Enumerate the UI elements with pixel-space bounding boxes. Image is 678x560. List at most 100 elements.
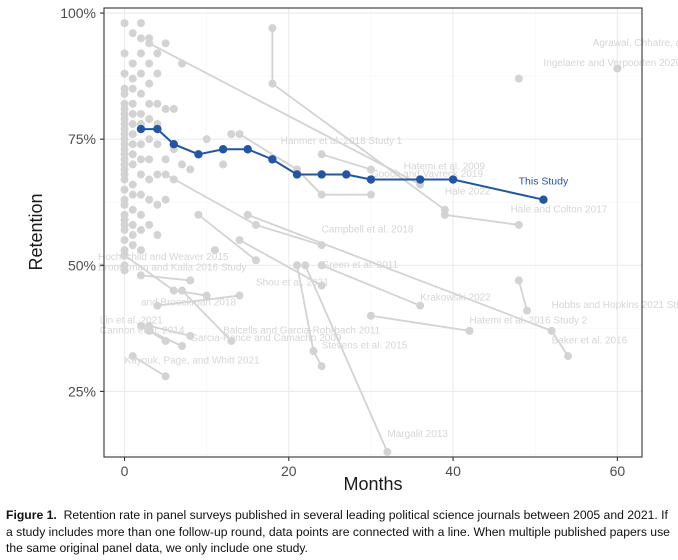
this-study-point: [194, 150, 203, 159]
scatter-point: [161, 39, 170, 48]
scatter-point: [136, 225, 145, 234]
scatter-point: [128, 190, 137, 199]
study-point: [161, 372, 170, 381]
study-point: [186, 331, 195, 340]
study-point: [416, 301, 425, 310]
scatter-point: [219, 160, 228, 169]
study-point: [136, 271, 145, 280]
scatter-point: [145, 135, 154, 144]
figure-caption: Figure 1. Retention rate in panel survey…: [6, 507, 672, 557]
study-label: Krakowski 2022: [420, 293, 491, 304]
study-point: [161, 170, 170, 179]
scatter-point: [120, 19, 129, 28]
study-point: [366, 190, 375, 199]
scatter-point: [136, 190, 145, 199]
scatter-point: [136, 155, 145, 164]
study-line: [370, 314, 470, 332]
scatter-point: [178, 59, 187, 68]
scatter-point: [145, 99, 154, 108]
scatter-point: [136, 19, 145, 28]
scatter-point: [120, 175, 129, 184]
study-point: [613, 64, 622, 73]
scatter-point: [153, 99, 162, 108]
study-point: [317, 362, 326, 371]
x-axis-title: Months: [343, 474, 402, 494]
study-point: [383, 447, 392, 456]
study-point: [235, 130, 244, 139]
study-point: [235, 291, 244, 300]
scatter-point: [145, 155, 154, 164]
scatter-point: [161, 155, 170, 164]
study-labels: Agrawal, Chhatre, and Ingelaere and Verpo…: [98, 38, 678, 440]
scatter-point: [145, 195, 154, 204]
study-label: Ingelaere and Verpoorten 2020: [543, 58, 678, 69]
this-study-point: [342, 170, 351, 179]
study-point: [136, 321, 145, 330]
scatter-point: [202, 135, 211, 144]
study-line: [321, 153, 372, 171]
scatter-point: [178, 160, 187, 169]
study-label: and Broockman 2018: [141, 298, 237, 309]
scatter-point: [128, 74, 137, 83]
scatter-point: [136, 170, 145, 179]
scatter-point: [128, 29, 137, 38]
scatter-point: [153, 231, 162, 240]
retention-chart: Agrawal, Chhatre, and Ingelaere and Verpo…: [26, 5, 678, 494]
study-label: Hale and Colton 2017: [511, 204, 608, 215]
study-point: [227, 336, 236, 345]
study-point: [235, 236, 244, 245]
study-label: Garcia-Ponce and Camacho 2009: [190, 333, 342, 344]
axis-ticks: 0 20 40 60 25% 50% 75% 100%: [60, 5, 625, 479]
scatter-point: [128, 109, 137, 118]
scatter-point: [153, 140, 162, 149]
scatter-point: [128, 241, 137, 250]
scatter-point: [128, 231, 137, 240]
this-study-label: This Study: [519, 176, 569, 188]
study-point: [251, 220, 260, 229]
x-tick-label: 60: [610, 463, 626, 479]
study-point: [178, 286, 187, 295]
scatter-point: [128, 180, 137, 189]
this-study-point: [268, 155, 277, 164]
study-point: [169, 286, 178, 295]
scatter-point: [136, 246, 145, 255]
study-points: [120, 19, 236, 275]
study-point: [465, 326, 474, 335]
study-point: [293, 261, 302, 270]
study-line: [197, 214, 257, 261]
scatter-point: [136, 49, 145, 58]
y-axis-title: Retention: [26, 193, 46, 270]
this-study-point: [539, 195, 548, 204]
scatter-point: [145, 114, 154, 123]
study-label: Margalit 2013: [387, 429, 448, 440]
this-study-point: [448, 175, 458, 184]
scatter-point: [120, 251, 129, 260]
study-label: Stevens et al. 2015: [322, 341, 408, 352]
study-point: [317, 281, 326, 290]
study-point: [547, 326, 556, 335]
scatter-point: [210, 246, 219, 255]
scatter-point: [153, 170, 162, 179]
study-line: [157, 294, 240, 307]
study-label: Cannon et al. 2014: [100, 325, 185, 336]
study-label: Broockman and Kalla 2016 Study: [98, 262, 246, 273]
scatter-point: [128, 99, 137, 108]
study-label: Gooch and Vavreck 2019: [371, 169, 484, 180]
study-label: Lin et al. 2021: [100, 315, 163, 326]
study-label: Hanmer et al. 2018 Study 1: [281, 136, 403, 147]
scatter-point: [128, 120, 137, 129]
this-study-line: [140, 128, 544, 201]
study-point: [366, 311, 375, 320]
y-tick-label: 100%: [60, 5, 96, 21]
this-study-point: [136, 124, 146, 134]
study-line: [148, 42, 421, 186]
scatter-point: [153, 69, 162, 78]
scatter-point: [136, 34, 145, 43]
gridlines: [104, 8, 642, 457]
scatter-point: [136, 210, 145, 219]
scatter-point: [227, 130, 236, 139]
caption-text: Retention rate in panel surveys publishe…: [6, 508, 670, 555]
scatter-point: [128, 160, 137, 169]
scatter-point: [145, 220, 154, 229]
scatter-point: [145, 34, 154, 43]
